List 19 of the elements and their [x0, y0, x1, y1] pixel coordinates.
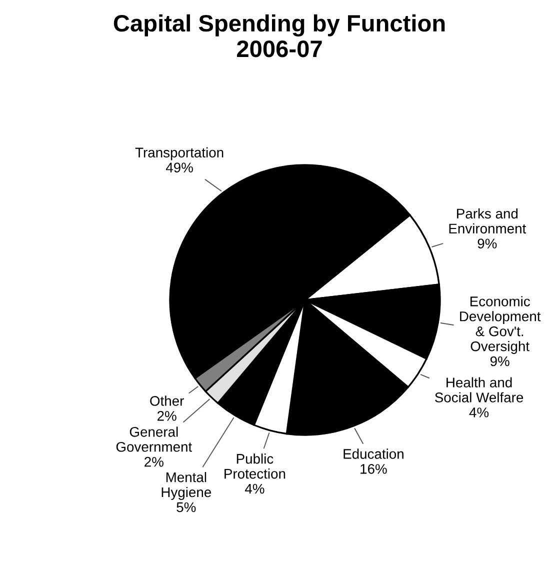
slice-label: Health and Social Welfare	[435, 377, 524, 402]
data-label: 4%	[244, 484, 264, 494]
slice-label: Mental Hygiene	[162, 472, 212, 500]
slice-label: Other	[150, 396, 184, 406]
slice-label: Public Protection	[224, 454, 286, 479]
data-label: 9%	[478, 238, 497, 248]
slice-label: General Government	[116, 426, 192, 452]
slice-label: Economic Development & Gov't. Oversight	[460, 296, 541, 354]
chart-title: Capital Spending by Function 2006-07	[114, 14, 445, 58]
slice-label: Parks and Environment	[449, 208, 526, 234]
slice-label: Education	[344, 448, 404, 459]
data-label: 9%	[490, 356, 510, 366]
data-label: 2%	[144, 456, 164, 467]
data-label: 16%	[360, 464, 387, 474]
data-label: 2%	[157, 411, 176, 421]
data-label: 4%	[469, 408, 489, 418]
data-label: 5%	[176, 502, 196, 512]
slice-label: Transportation	[135, 147, 224, 160]
data-label: 49%	[166, 162, 193, 172]
